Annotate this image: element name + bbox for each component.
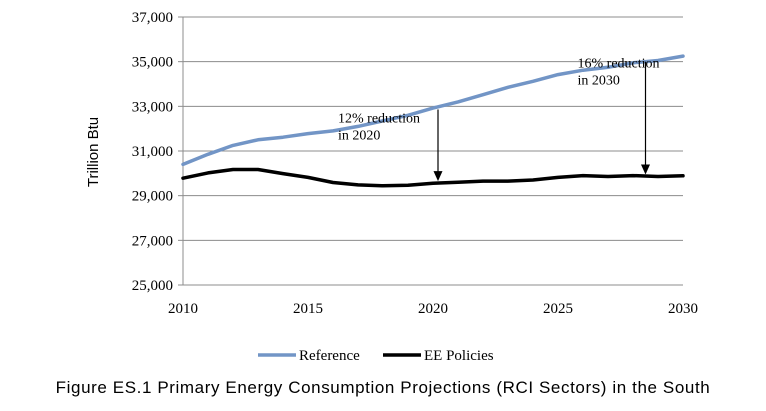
y-tick-label: 31,000 xyxy=(132,144,173,160)
y-tick-label: 25,000 xyxy=(132,278,173,294)
series-line-ee-policies xyxy=(181,167,685,188)
annotation-arrowhead xyxy=(433,171,443,182)
legend-label: Reference xyxy=(299,348,360,364)
y-tick-labels: 25,000 27,000 29,000 31,000 33,000 35,000 37,0… xyxy=(132,10,173,294)
annotation-text: in 2020 xyxy=(338,128,380,143)
figure-caption: Figure ES.1 Primary Energy Consumption P… xyxy=(55,378,711,397)
y-tick-label: 33,000 xyxy=(132,99,173,115)
series-lines xyxy=(181,54,685,188)
y-tick-label: 37,000 xyxy=(132,10,173,26)
line-chart: 25,000 27,000 29,000 31,000 33,000 35,000 37,0… xyxy=(85,10,698,364)
annotation-arrowhead xyxy=(641,164,650,175)
annotations: 12% reduction in 2020 16% reduction in 2030 xyxy=(338,57,660,182)
annotation-text: 12% reduction xyxy=(338,111,420,126)
x-tick-labels: 2010 2015 2020 2025 2030 xyxy=(168,301,698,317)
x-tick-label: 2010 xyxy=(168,301,198,317)
series-line-reference xyxy=(181,54,685,167)
x-tick-label: 2015 xyxy=(293,301,323,317)
annotation-text: in 2030 xyxy=(578,74,620,89)
y-tick-label: 35,000 xyxy=(132,55,173,71)
y-axis-label: Trillion Btu xyxy=(85,117,102,187)
x-tick-label: 2030 xyxy=(668,301,698,317)
annotation-text: 16% reduction xyxy=(578,57,660,72)
axes xyxy=(182,17,683,286)
x-tick-label: 2020 xyxy=(418,301,448,317)
legend-label: EE Policies xyxy=(424,348,494,364)
y-tick-label: 27,000 xyxy=(132,233,173,249)
legend: Reference EE Policies xyxy=(258,348,494,364)
y-tick-label: 29,000 xyxy=(132,189,173,205)
x-tick-label: 2025 xyxy=(543,301,573,317)
